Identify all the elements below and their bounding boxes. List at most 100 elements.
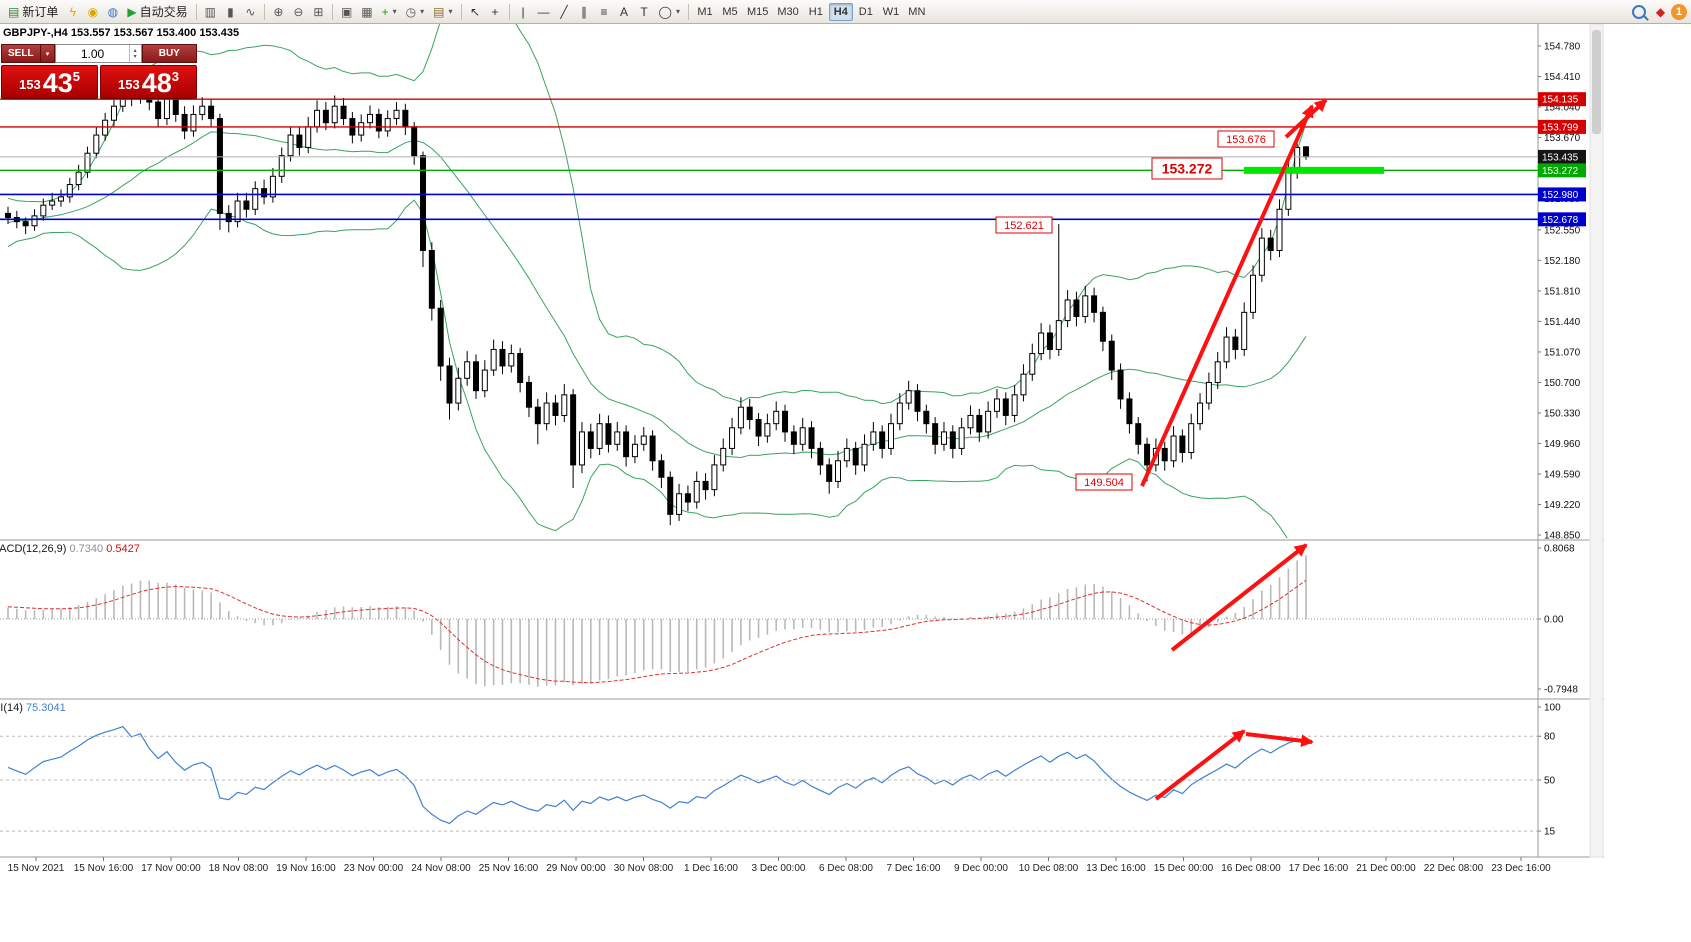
- new-order-icon: ▤: [8, 4, 20, 19]
- trend-arrow[interactable]: [1170, 543, 1308, 652]
- price-scale-label: 152.180: [1544, 256, 1581, 267]
- timeframe-h1-button[interactable]: H1: [804, 3, 828, 21]
- zoom-out-button[interactable]: ⊖: [289, 2, 308, 21]
- macd-signal-line: [7, 579, 1307, 684]
- price-annotation[interactable]: [1217, 130, 1275, 148]
- timeframe-h4-button[interactable]: H4: [828, 2, 853, 21]
- candle: [225, 212, 232, 223]
- toolbar-separator: [263, 3, 265, 20]
- price-annotation[interactable]: [1075, 473, 1133, 491]
- candle: [1179, 435, 1186, 454]
- timeframe-m15-button[interactable]: M15: [743, 3, 772, 21]
- trend-arrow[interactable]: [1154, 729, 1246, 801]
- trend-arrow[interactable]: [1245, 732, 1314, 748]
- horizontal-line-button[interactable]: ―: [534, 2, 554, 21]
- timeframe-m1-button[interactable]: M1: [693, 3, 717, 21]
- trend-arrow[interactable]: [1140, 104, 1314, 487]
- candle: [667, 476, 674, 515]
- candlestick-chart-button[interactable]: ▮: [221, 2, 240, 21]
- candle: [1126, 398, 1133, 425]
- candle: [234, 200, 241, 223]
- new-order-button[interactable]: ▤ 新订单: [4, 2, 62, 21]
- price-scale-label: 149.220: [1544, 500, 1581, 511]
- candle: [782, 410, 789, 433]
- price-annotation[interactable]: [995, 216, 1053, 234]
- template-button[interactable]: ▤ ▾: [429, 2, 456, 21]
- candle: [1117, 369, 1124, 400]
- timeframe-m5-button[interactable]: M5: [718, 3, 742, 21]
- zoom-in-button[interactable]: ⊕: [269, 2, 288, 21]
- buy-price-display[interactable]: 153 48 3: [100, 65, 197, 99]
- timeframe-w1-button[interactable]: W1: [879, 3, 904, 21]
- candle: [190, 113, 197, 132]
- candle: [587, 431, 594, 449]
- order-options-caret[interactable]: ▾: [40, 44, 56, 63]
- bar-chart-button[interactable]: ▥: [201, 2, 220, 21]
- timeframe-m30-button[interactable]: M30: [773, 3, 802, 21]
- candle: [508, 353, 515, 367]
- timeframe-mn-button[interactable]: MN: [904, 3, 929, 21]
- coin-button[interactable]: ◉: [83, 2, 102, 21]
- price-scale-label: 149.590: [1544, 469, 1581, 480]
- candle: [420, 155, 427, 252]
- cascade-windows-button[interactable]: ▦: [357, 2, 376, 21]
- candle: [252, 188, 259, 210]
- auto-trading-icon: ▶: [127, 4, 137, 19]
- candle: [534, 406, 541, 425]
- label-button[interactable]: T: [635, 2, 654, 21]
- price-tag: [1538, 212, 1586, 227]
- support-zone-bar[interactable]: [1244, 166, 1384, 174]
- candle: [693, 480, 700, 503]
- buy-button[interactable]: BUY: [141, 44, 198, 63]
- candle: [1135, 423, 1142, 445]
- time-axis-label: 6 Dec 08:00: [819, 863, 873, 874]
- price-scale-label: 152.550: [1544, 225, 1581, 236]
- candle: [1144, 443, 1151, 466]
- sell-button[interactable]: SELL: [1, 44, 41, 63]
- tile-windows-button[interactable]: ⊞: [309, 2, 328, 21]
- candle: [684, 493, 691, 503]
- notification-badge[interactable]: 1: [1671, 3, 1687, 20]
- crosshair-button[interactable]: +: [486, 2, 505, 21]
- candle: [208, 105, 215, 120]
- price-scale-label: 153.670: [1544, 133, 1581, 144]
- volume-field[interactable]: 1.00 ▴ ▾: [55, 44, 142, 63]
- price-annotation[interactable]: [1151, 157, 1223, 180]
- line-chart-button[interactable]: ∿: [241, 2, 260, 21]
- candle: [905, 390, 912, 404]
- candle: [517, 353, 524, 383]
- fibonacci-button[interactable]: ≡: [595, 2, 614, 21]
- cursor-button[interactable]: ↖: [466, 2, 485, 21]
- period-button[interactable]: ◷ ▾: [402, 2, 429, 21]
- globe-button[interactable]: ◍: [103, 2, 122, 21]
- sell-price-display[interactable]: 153 43 5: [1, 65, 98, 99]
- channel-button[interactable]: ∥: [575, 2, 594, 21]
- candle: [949, 431, 956, 449]
- alert-button[interactable]: ◆: [1651, 2, 1670, 21]
- price-tag: [1538, 163, 1586, 178]
- arrange-windows-button[interactable]: ▣: [337, 2, 356, 21]
- lightning-button[interactable]: ϟ: [63, 2, 82, 21]
- timeframe-d1-button[interactable]: D1: [854, 3, 878, 21]
- volume-spinner[interactable]: ▴ ▾: [128, 45, 141, 62]
- text-button[interactable]: A: [615, 2, 634, 21]
- candle: [287, 134, 294, 157]
- candle: [1205, 381, 1212, 404]
- candle: [755, 419, 762, 437]
- trend-arrow[interactable]: [1284, 98, 1328, 139]
- candle: [631, 443, 638, 458]
- candle: [923, 410, 930, 425]
- scrollbar-thumb[interactable]: [1592, 30, 1601, 134]
- price-scale-label: 150.700: [1544, 378, 1581, 389]
- trendline-button[interactable]: ╱: [555, 2, 574, 21]
- vertical-scrollbar[interactable]: [1589, 23, 1604, 858]
- vertical-line-button[interactable]: |: [514, 2, 533, 21]
- shapes-button[interactable]: ◯ ▾: [655, 2, 684, 21]
- auto-trading-button[interactable]: ▶ 自动交易: [123, 2, 191, 21]
- candle: [322, 109, 329, 124]
- search-button[interactable]: [1628, 2, 1650, 21]
- candle: [261, 188, 268, 198]
- macd-indicator-label: MACD(12,26,9) 0.7340 0.5427: [0, 543, 140, 555]
- add-indicator-button[interactable]: + ▾: [378, 2, 401, 21]
